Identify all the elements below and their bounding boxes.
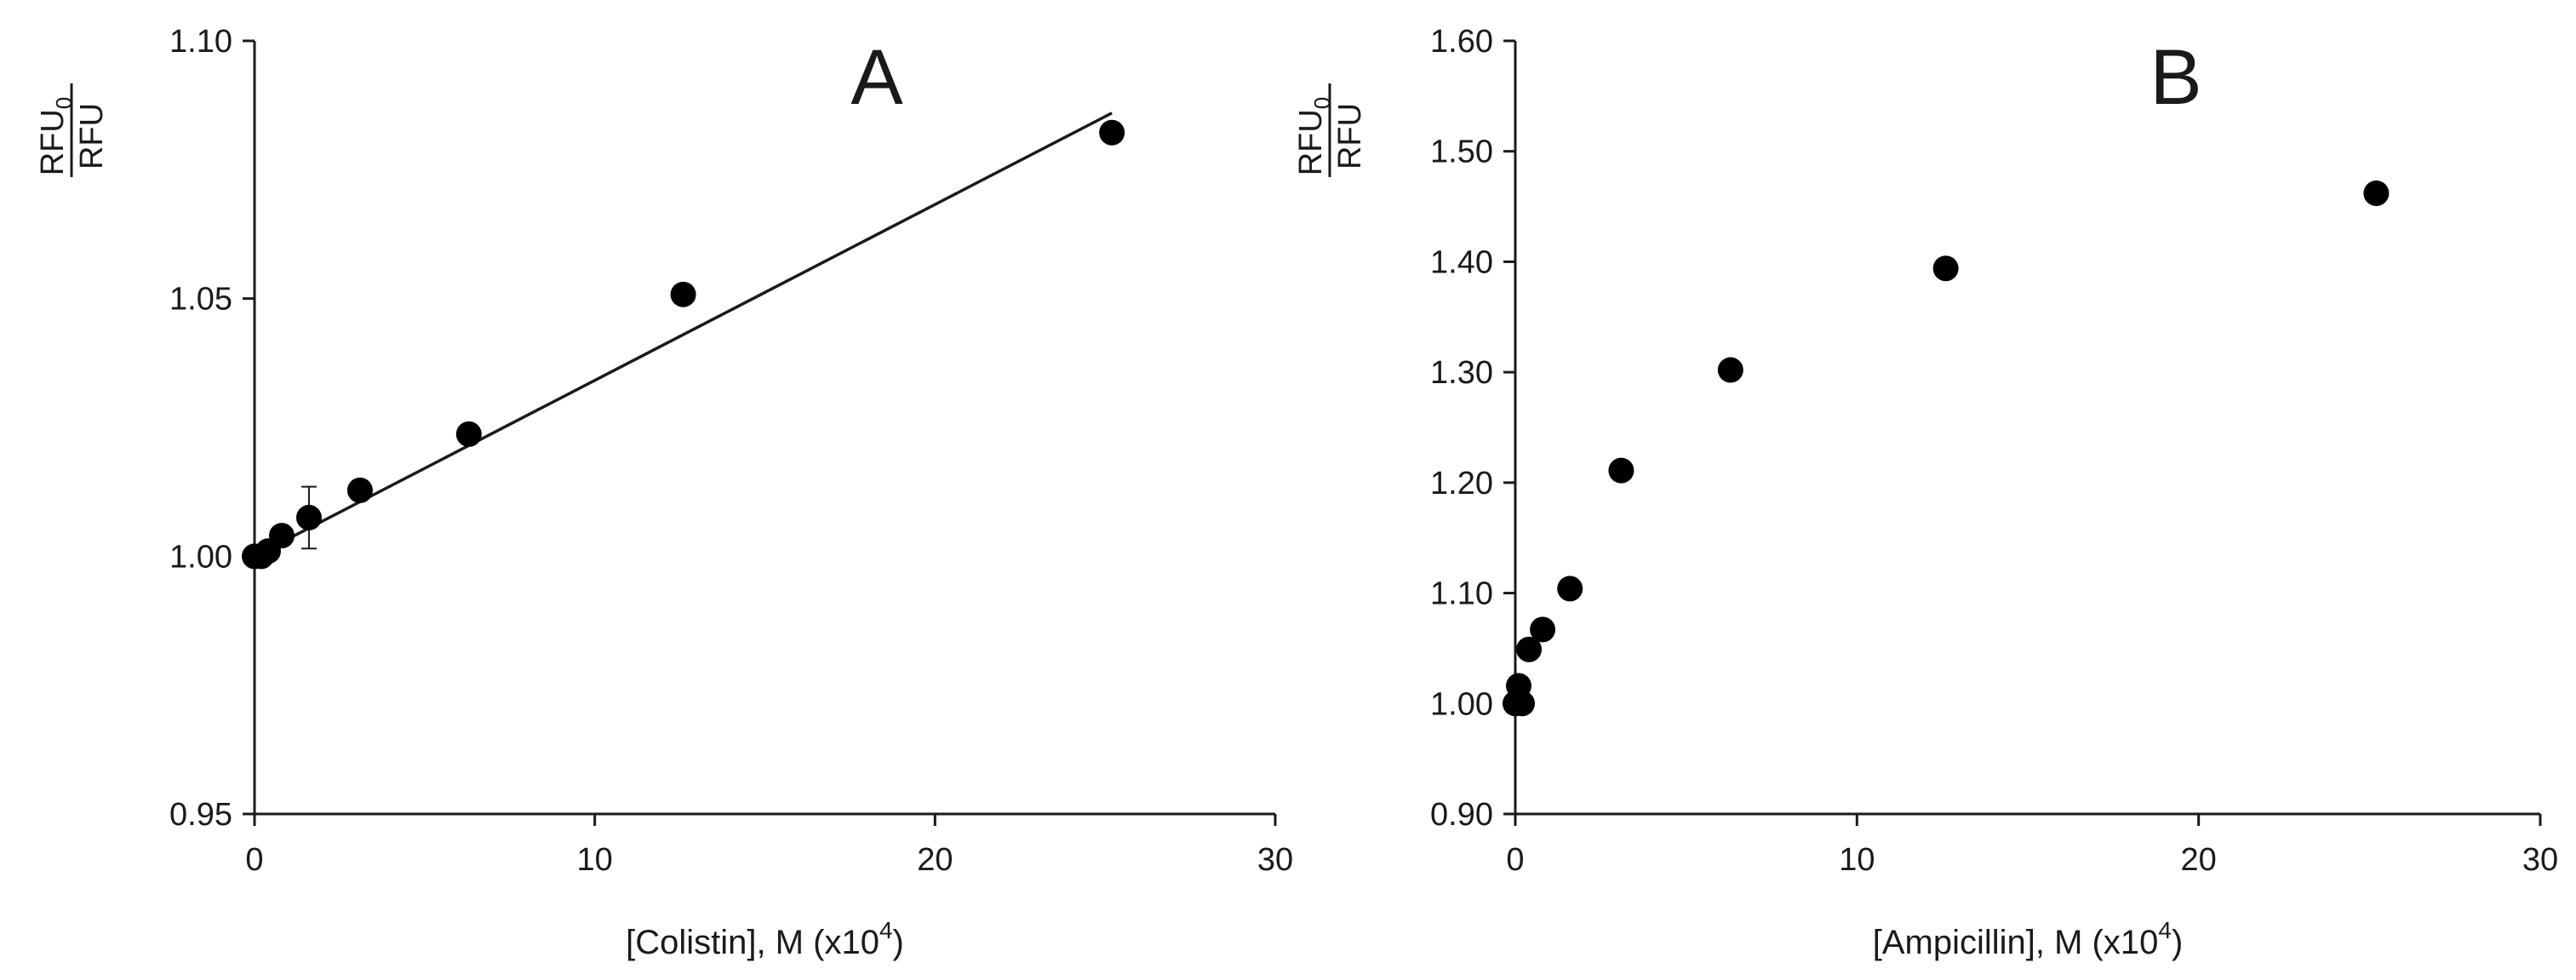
y-axis-title-numerator: RFU0: [1293, 97, 1335, 176]
panel-letter: B: [2150, 34, 2201, 121]
x-axis-title-superscript: 4: [2158, 917, 2172, 943]
data-point: [1717, 357, 1743, 383]
data-point: [670, 281, 696, 307]
data-point: [1530, 616, 1556, 643]
x-axis-title-main: [Ampicillin], M (x10: [1873, 924, 2159, 961]
y-axis-title-denominator: RFU: [1332, 103, 1368, 169]
data-point: [1557, 576, 1583, 602]
data-point: [1099, 119, 1125, 146]
data-point: [268, 523, 295, 549]
y-tick-label: 1.00: [169, 539, 232, 575]
y-tick-label: 1.10: [169, 24, 232, 60]
y-tick-label: 1.50: [1430, 135, 1493, 170]
y-tick-label: 1.10: [1430, 576, 1493, 612]
x-axis-title-end: ): [893, 924, 904, 961]
data-point: [2363, 181, 2390, 207]
y-tick-label: 0.95: [169, 797, 232, 833]
y-tick-label: 0.90: [1430, 797, 1493, 833]
y-tick-label: 1.00: [1430, 686, 1493, 722]
x-tick-label: 30: [2522, 842, 2558, 878]
y-tick-label: 1.05: [169, 282, 232, 318]
x-axis-title-superscript: 4: [879, 917, 893, 943]
y-axis-numerator-text: RFU: [1293, 109, 1329, 175]
x-tick-label: 10: [1839, 842, 1875, 878]
x-axis-title: [Colistin], M (x104): [626, 917, 904, 961]
x-tick-label: 20: [2181, 842, 2217, 878]
panel-letter: A: [850, 34, 903, 121]
data-point: [346, 477, 373, 503]
x-tick-label: 0: [245, 842, 263, 878]
x-tick-label: 20: [917, 842, 953, 878]
data-point: [1509, 691, 1536, 717]
x-tick-label: 0: [1506, 842, 1524, 878]
y-axis-numerator-text: RFU: [35, 109, 71, 175]
y-tick-label: 1.60: [1430, 24, 1493, 60]
y-tick-label: 1.30: [1430, 355, 1493, 391]
x-axis-title-main: [Colistin], M (x10: [626, 924, 879, 961]
chart-panel-a: 0.95 1.00 1.05 1.10 0 10 20 30 [Colistin], M (x1…: [35, 24, 1293, 961]
y-tick-label: 1.40: [1430, 244, 1493, 280]
y-tick-label: 1.20: [1430, 466, 1493, 501]
x-axis-title: [Ampicillin], M (x104): [1873, 917, 2184, 961]
y-axis-title-denominator: RFU: [74, 103, 110, 169]
data-point: [1608, 457, 1634, 484]
x-tick-label: 30: [1257, 842, 1293, 878]
chart-panel-b: 0.90 1.00 1.10 1.20 1.30 1.40 1.50 1.60 0 10 20 30 […: [1293, 24, 2558, 961]
data-point: [455, 421, 482, 447]
data-point: [1932, 255, 1959, 282]
data-point: [295, 504, 322, 530]
x-tick-label: 10: [577, 842, 613, 878]
data-point: [1516, 636, 1543, 662]
trendline: [254, 112, 1113, 558]
x-axis-title-end: ): [2172, 924, 2183, 961]
